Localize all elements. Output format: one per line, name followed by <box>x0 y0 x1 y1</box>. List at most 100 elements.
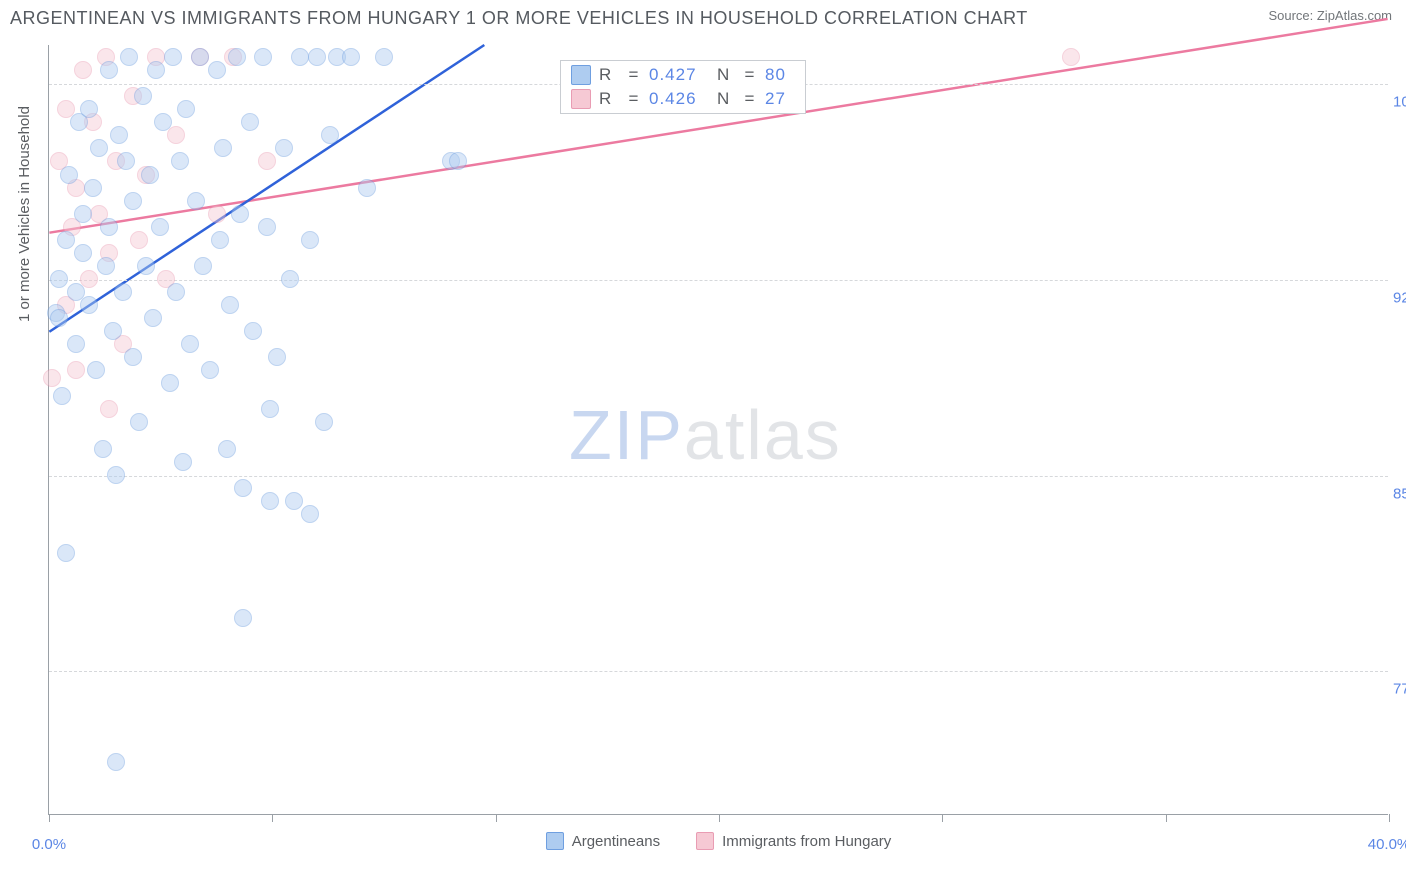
data-point <box>87 361 105 379</box>
data-point <box>144 309 162 327</box>
data-point <box>375 48 393 66</box>
data-point <box>117 152 135 170</box>
data-point <box>154 113 172 131</box>
x-tick <box>1389 814 1390 822</box>
legend-bottom: Argentineans Immigrants from Hungary <box>49 832 1388 850</box>
legend-swatch-pink <box>696 832 714 850</box>
legend-r-value: 0.427 <box>649 65 709 85</box>
legend-eq: = <box>627 65 641 85</box>
data-point <box>110 126 128 144</box>
gridline-h <box>49 280 1388 281</box>
x-tick <box>49 814 50 822</box>
data-point <box>100 400 118 418</box>
data-point <box>208 61 226 79</box>
data-point <box>167 126 185 144</box>
data-point <box>57 231 75 249</box>
watermark-zip: ZIP <box>569 396 684 474</box>
data-point <box>74 61 92 79</box>
legend-eq: = <box>627 89 641 109</box>
legend-eq: = <box>743 65 757 85</box>
data-point <box>281 270 299 288</box>
data-point <box>231 205 249 223</box>
x-tick-label: 0.0% <box>32 836 66 853</box>
data-point <box>100 61 118 79</box>
legend-swatch <box>571 65 591 85</box>
data-point <box>124 348 142 366</box>
data-point <box>67 361 85 379</box>
data-point <box>181 335 199 353</box>
data-point <box>107 466 125 484</box>
data-point <box>301 505 319 523</box>
data-point <box>321 126 339 144</box>
data-point <box>258 152 276 170</box>
legend-item-hungary: Immigrants from Hungary <box>696 832 891 850</box>
chart-title: ARGENTINEAN VS IMMIGRANTS FROM HUNGARY 1… <box>10 8 1028 29</box>
legend-row: R=0.427N=80 <box>571 65 795 85</box>
data-point <box>301 231 319 249</box>
data-point <box>114 283 132 301</box>
data-point <box>80 100 98 118</box>
data-point <box>50 309 68 327</box>
data-point <box>244 322 262 340</box>
x-tick <box>496 814 497 822</box>
x-tick <box>942 814 943 822</box>
legend-n-label: N <box>717 65 735 85</box>
data-point <box>74 205 92 223</box>
data-point <box>358 179 376 197</box>
data-point <box>174 453 192 471</box>
data-point <box>254 48 272 66</box>
legend-label: Argentineans <box>572 833 660 850</box>
correlation-legend: R=0.427N=80R=0.426N=27 <box>560 60 806 114</box>
data-point <box>214 139 232 157</box>
data-point <box>211 231 229 249</box>
data-point <box>221 296 239 314</box>
data-point <box>261 492 279 510</box>
data-point <box>194 257 212 275</box>
data-point <box>94 440 112 458</box>
data-point <box>43 369 61 387</box>
data-point <box>151 218 169 236</box>
data-point <box>191 48 209 66</box>
legend-n-value: 80 <box>765 65 795 85</box>
watermark: ZIPatlas <box>569 395 842 475</box>
data-point <box>342 48 360 66</box>
data-point <box>187 192 205 210</box>
data-point <box>167 283 185 301</box>
legend-r-label: R <box>599 89 619 109</box>
data-point <box>137 257 155 275</box>
data-point <box>291 48 309 66</box>
gridline-h <box>49 476 1388 477</box>
data-point <box>134 87 152 105</box>
data-point <box>97 257 115 275</box>
data-point <box>315 413 333 431</box>
data-point <box>161 374 179 392</box>
data-point <box>285 492 303 510</box>
y-tick-label: 92.5% <box>1393 289 1406 306</box>
chart-plot-area: ZIPatlas Argentineans Immigrants from Hu… <box>48 45 1388 815</box>
data-point <box>164 48 182 66</box>
legend-label: Immigrants from Hungary <box>722 833 891 850</box>
data-point <box>228 48 246 66</box>
legend-swatch-blue <box>546 832 564 850</box>
data-point <box>107 753 125 771</box>
data-point <box>241 113 259 131</box>
data-point <box>201 361 219 379</box>
data-point <box>258 218 276 236</box>
data-point <box>130 413 148 431</box>
data-point <box>449 152 467 170</box>
source-attribution: Source: ZipAtlas.com <box>1268 8 1392 23</box>
data-point <box>57 544 75 562</box>
data-point <box>141 166 159 184</box>
data-point <box>100 218 118 236</box>
y-tick-label: 100.0% <box>1393 94 1406 111</box>
data-point <box>147 61 165 79</box>
data-point <box>261 400 279 418</box>
x-tick <box>719 814 720 822</box>
data-point <box>60 166 78 184</box>
data-point <box>234 479 252 497</box>
data-point <box>120 48 138 66</box>
data-point <box>80 296 98 314</box>
legend-n-value: 27 <box>765 89 795 109</box>
data-point <box>208 205 226 223</box>
y-tick-label: 77.5% <box>1393 681 1406 698</box>
